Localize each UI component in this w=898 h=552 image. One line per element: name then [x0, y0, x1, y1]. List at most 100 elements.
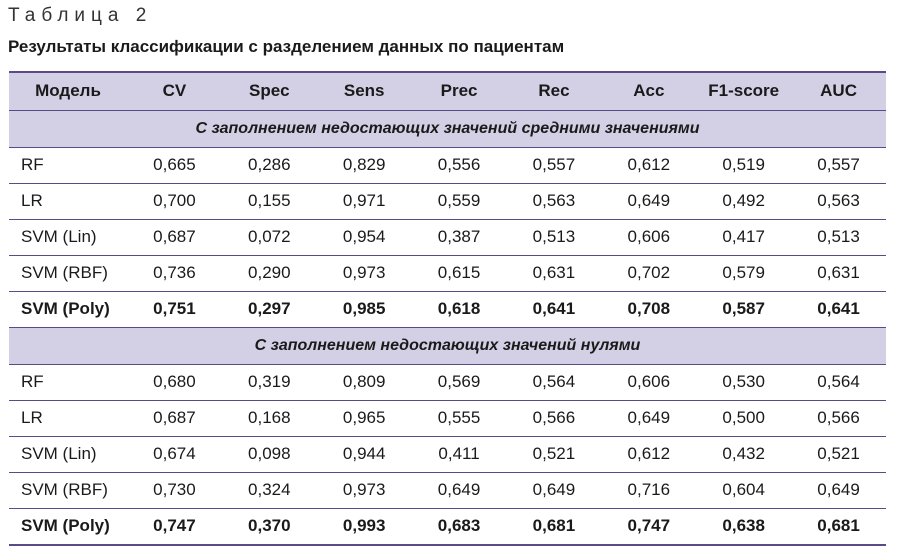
table-row: SVM (Poly) 0,747 0,370 0,993 0,683 0,681 0,747…	[9, 508, 886, 546]
value-cell: 0,530	[696, 364, 792, 401]
value-cell: 0,747	[127, 508, 222, 546]
value-cell: 0,702	[601, 255, 697, 292]
value-cell: 0,751	[127, 291, 222, 328]
value-cell: 0,168	[221, 400, 317, 437]
value-cell: 0,649	[601, 183, 697, 220]
value-cell: 0,730	[127, 472, 222, 509]
table-row: RF 0,665 0,286 0,829 0,556 0,557 0,612 0,519 0,5…	[9, 147, 886, 184]
value-cell: 0,649	[506, 472, 602, 509]
column-header: F1-score	[696, 71, 792, 111]
table-body: С заполнением недостающих значений средн…	[9, 109, 886, 546]
table-row: SVM (RBF) 0,730 0,324 0,973 0,649 0,649 0,716 0…	[9, 472, 886, 509]
value-cell: 0,687	[127, 400, 222, 437]
table-label: Таблица 2	[8, 5, 153, 26]
value-cell: 0,641	[506, 291, 602, 328]
section-header-row: С заполнением недостающих значений нулям…	[9, 326, 886, 365]
value-cell: 0,747	[601, 508, 697, 546]
value-cell: 0,965	[316, 400, 412, 437]
results-table: Модель CV Spec Sens Prec Rec Acc F1-scor…	[9, 71, 886, 546]
value-cell: 0,615	[411, 255, 507, 292]
value-cell: 0,612	[601, 147, 697, 184]
value-cell: 0,641	[791, 291, 886, 328]
model-cell: RF	[9, 147, 127, 184]
column-header: Модель	[9, 71, 127, 111]
value-cell: 0,973	[316, 472, 412, 509]
column-header: Acc	[601, 71, 697, 111]
column-header: Rec	[506, 71, 602, 111]
value-cell: 0,683	[411, 508, 507, 546]
value-cell: 0,324	[221, 472, 317, 509]
value-cell: 0,829	[316, 147, 412, 184]
value-cell: 0,555	[411, 400, 507, 437]
table-row: SVM (Poly) 0,751 0,297 0,985 0,618 0,641 0,708…	[9, 291, 886, 328]
value-cell: 0,631	[506, 255, 602, 292]
value-cell: 0,319	[221, 364, 317, 401]
value-cell: 0,681	[506, 508, 602, 546]
value-cell: 0,290	[221, 255, 317, 292]
value-cell: 0,492	[696, 183, 792, 220]
table-row: SVM (Lin) 0,687 0,072 0,954 0,387 0,513 0,606 0…	[9, 219, 886, 256]
table-row: SVM (Lin) 0,674 0,098 0,944 0,411 0,521 0,612 0…	[9, 436, 886, 473]
column-header: Sens	[316, 71, 412, 111]
value-cell: 0,559	[411, 183, 507, 220]
value-cell: 0,500	[696, 400, 792, 437]
value-cell: 0,587	[696, 291, 792, 328]
value-cell: 0,417	[696, 219, 792, 256]
value-cell: 0,973	[316, 255, 412, 292]
value-cell: 0,579	[696, 255, 792, 292]
model-cell: SVM (Poly)	[9, 291, 127, 328]
table-row: SVM (RBF) 0,736 0,290 0,973 0,615 0,631 0,702 0…	[9, 255, 886, 292]
value-cell: 0,513	[506, 219, 602, 256]
section-title: С заполнением недостающих значений нулям…	[9, 326, 886, 365]
value-cell: 0,687	[127, 219, 222, 256]
value-cell: 0,519	[696, 147, 792, 184]
value-cell: 0,521	[791, 436, 886, 473]
table-row: LR 0,687 0,168 0,965 0,555 0,566 0,649 0,500 0,5…	[9, 400, 886, 437]
value-cell: 0,098	[221, 436, 317, 473]
value-cell: 0,513	[791, 219, 886, 256]
value-cell: 0,297	[221, 291, 317, 328]
value-cell: 0,665	[127, 147, 222, 184]
section-header-row: С заполнением недостающих значений средн…	[9, 109, 886, 148]
value-cell: 0,649	[601, 400, 697, 437]
column-header: AUC	[791, 71, 886, 111]
value-cell: 0,971	[316, 183, 412, 220]
model-cell: SVM (Lin)	[9, 436, 127, 473]
value-cell: 0,563	[791, 183, 886, 220]
value-cell: 0,993	[316, 508, 412, 546]
table-title: Результаты классификации с разделением д…	[8, 37, 565, 56]
value-cell: 0,563	[506, 183, 602, 220]
value-cell: 0,566	[506, 400, 602, 437]
value-cell: 0,649	[411, 472, 507, 509]
value-cell: 0,411	[411, 436, 507, 473]
value-cell: 0,604	[696, 472, 792, 509]
value-cell: 0,564	[506, 364, 602, 401]
value-cell: 0,809	[316, 364, 412, 401]
value-cell: 0,618	[411, 291, 507, 328]
value-cell: 0,631	[791, 255, 886, 292]
model-cell: SVM (RBF)	[9, 255, 127, 292]
column-header: Prec	[411, 71, 507, 111]
value-cell: 0,569	[411, 364, 507, 401]
value-cell: 0,432	[696, 436, 792, 473]
value-cell: 0,954	[316, 219, 412, 256]
model-cell: LR	[9, 183, 127, 220]
model-cell: SVM (Poly)	[9, 508, 127, 546]
model-cell: LR	[9, 400, 127, 437]
model-cell: SVM (Lin)	[9, 219, 127, 256]
value-cell: 0,557	[791, 147, 886, 184]
value-cell: 0,370	[221, 508, 317, 546]
value-cell: 0,387	[411, 219, 507, 256]
value-cell: 0,716	[601, 472, 697, 509]
table-row: RF 0,680 0,319 0,809 0,569 0,564 0,606 0,530 0,5…	[9, 364, 886, 401]
header-row: Модель CV Spec Sens Prec Rec Acc F1-scor…	[9, 71, 886, 111]
value-cell: 0,606	[601, 219, 697, 256]
column-header: Spec	[221, 71, 317, 111]
value-cell: 0,564	[791, 364, 886, 401]
value-cell: 0,638	[696, 508, 792, 546]
value-cell: 0,674	[127, 436, 222, 473]
table-row: LR 0,700 0,155 0,971 0,559 0,563 0,649 0,492 0,5…	[9, 183, 886, 220]
value-cell: 0,649	[791, 472, 886, 509]
value-cell: 0,155	[221, 183, 317, 220]
value-cell: 0,557	[506, 147, 602, 184]
